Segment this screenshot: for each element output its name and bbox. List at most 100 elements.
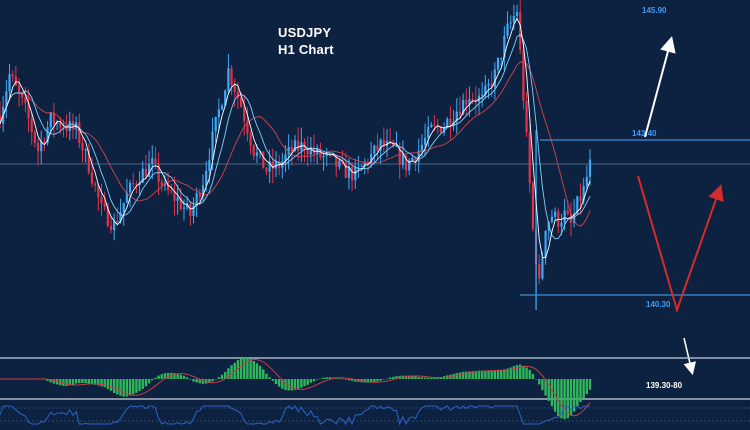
chart-subtitle: H1 Chart	[278, 42, 334, 57]
candle-body	[287, 147, 290, 155]
histogram-bar	[90, 379, 94, 385]
histogram-bar	[531, 374, 535, 379]
candle-body	[525, 100, 528, 133]
candle-body	[230, 68, 233, 86]
candle-body	[81, 143, 84, 151]
histogram-bar	[271, 379, 274, 381]
candle-body	[151, 158, 154, 165]
candle-body	[576, 196, 579, 214]
histogram-bar	[316, 379, 319, 380]
candle-body	[493, 69, 496, 88]
candle-body	[481, 94, 484, 96]
candle-body	[509, 22, 512, 24]
candle-body	[262, 151, 265, 169]
histogram-bar	[293, 379, 297, 390]
histogram-bar	[309, 379, 313, 383]
candle-body	[385, 141, 389, 147]
candle-body	[335, 155, 338, 167]
histogram-bar	[515, 364, 519, 379]
candle-body	[512, 15, 515, 23]
histogram-bar	[277, 379, 281, 387]
histogram-bar	[544, 379, 547, 396]
candle-body	[506, 23, 509, 36]
candle-body	[236, 91, 240, 98]
candle-body	[588, 159, 592, 177]
histogram-bar	[588, 379, 592, 390]
histogram-bar	[201, 379, 205, 384]
histogram-bar	[344, 379, 347, 380]
candle-body	[14, 76, 17, 86]
histogram-bar	[262, 369, 265, 379]
candle-body	[382, 139, 385, 147]
candle-body	[455, 111, 458, 122]
histogram-bar	[300, 379, 303, 388]
histogram-bar	[461, 371, 465, 379]
candle-body	[214, 116, 217, 132]
histogram-bar	[382, 379, 386, 380]
candle-body	[65, 127, 68, 131]
candle-body	[284, 154, 287, 162]
candle-body	[268, 161, 271, 172]
candle-body	[36, 142, 40, 152]
candle-body	[519, 12, 522, 50]
candle-body	[500, 57, 503, 59]
candle-body	[363, 161, 366, 166]
histogram-bar	[106, 379, 110, 389]
histogram-bar	[557, 379, 560, 417]
histogram-bar	[519, 364, 522, 379]
candle-body	[344, 162, 347, 178]
candle-body	[293, 140, 297, 152]
candle-body	[408, 160, 411, 171]
histogram-bar	[71, 379, 75, 385]
candle-body	[252, 145, 255, 156]
candle-body	[40, 141, 43, 152]
histogram-bar	[395, 376, 398, 379]
histogram-bar	[477, 370, 481, 379]
histogram-bar	[182, 375, 186, 379]
candle-body	[94, 183, 97, 186]
histogram-bar	[366, 379, 370, 383]
candle-body	[462, 100, 465, 115]
candle-body	[198, 192, 201, 198]
candle-body	[487, 83, 490, 86]
candle-body	[141, 168, 144, 183]
candle-body	[128, 182, 132, 193]
candle-body	[322, 155, 325, 158]
candle-body	[49, 112, 52, 128]
histogram-bar	[411, 376, 414, 379]
histogram-bar	[392, 376, 395, 379]
candle-body	[417, 150, 420, 162]
candle-body	[125, 192, 128, 203]
histogram-bar	[78, 379, 81, 384]
histogram-bar	[563, 379, 566, 420]
candle-body	[484, 85, 487, 95]
candle-body	[468, 99, 471, 105]
candle-body	[239, 97, 243, 107]
candle-body	[389, 141, 392, 143]
histogram-bar	[185, 377, 189, 379]
candle-body	[265, 168, 268, 172]
histogram-signal-line	[0, 358, 591, 417]
histogram-bar	[220, 374, 224, 379]
candle-body	[135, 183, 138, 185]
histogram-bar	[341, 378, 344, 380]
candle-body	[211, 131, 214, 160]
candle-body	[220, 105, 224, 110]
histogram-bar	[328, 377, 332, 379]
candle-body	[395, 145, 398, 147]
histogram-bar	[582, 379, 585, 399]
histogram-bar	[354, 379, 357, 382]
candle-body	[563, 210, 566, 223]
scenario-up-arrow	[644, 36, 676, 138]
histogram-bar	[566, 379, 569, 419]
histogram-bar	[287, 379, 290, 391]
candle-body	[55, 122, 59, 124]
histogram-bar	[176, 373, 179, 379]
candle-body	[52, 112, 56, 124]
histogram-bar	[404, 375, 408, 379]
candle-body	[306, 150, 309, 155]
candle-body	[176, 197, 179, 201]
histogram-bar	[144, 379, 148, 387]
target-range-label: 139.30-80	[646, 381, 683, 390]
